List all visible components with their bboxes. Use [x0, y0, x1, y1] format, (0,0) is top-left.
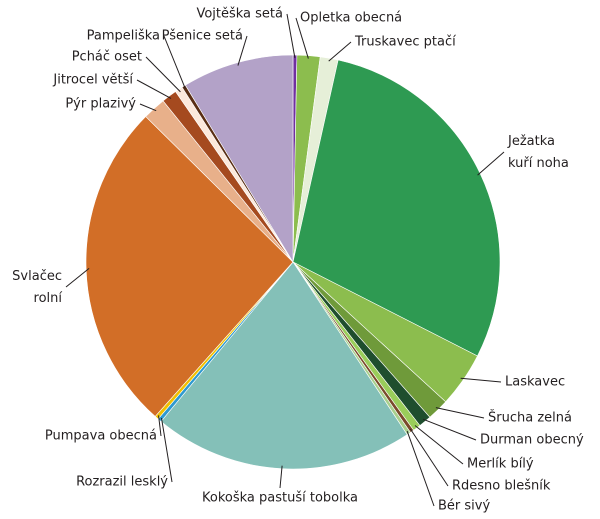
- leader-line: [139, 103, 157, 112]
- slice-label: Truskavec ptačí: [354, 35, 456, 50]
- leader-line: [409, 428, 449, 487]
- pie-slice: [184, 54, 294, 264]
- leader-line: [422, 418, 477, 441]
- leader-line: [145, 56, 181, 93]
- slice-label: Šrucha zelná: [488, 410, 572, 426]
- pie-slice: [85, 116, 294, 417]
- slice-label: Vojtěška setá: [196, 7, 283, 22]
- leader-line: [328, 41, 352, 62]
- slice-label: Ježatka kuří noha: [507, 134, 569, 171]
- leader-line: [460, 377, 502, 383]
- slice-label: Pcháč oset: [72, 50, 142, 65]
- slice-label: Laskavec: [505, 375, 565, 390]
- leader-line: [65, 268, 90, 288]
- leader-line: [477, 151, 505, 176]
- leader-line: [435, 407, 485, 419]
- leader-line: [237, 35, 248, 66]
- slice-label: Jitrocel větší: [52, 73, 133, 88]
- slice-label: Pampeliška: [87, 29, 160, 44]
- slice-label: Pšenice setá: [162, 29, 243, 44]
- slice-label: Bér sivý: [438, 499, 490, 514]
- leader-line: [295, 17, 309, 59]
- leader-line: [160, 417, 173, 483]
- slice-label: Svlačec rolní: [12, 269, 62, 306]
- leader-line: [163, 35, 186, 89]
- slice-label: Kokoška pastuší tobolka: [202, 491, 358, 506]
- leader-line: [286, 13, 296, 59]
- slice-label: Pumpava obecná: [45, 429, 157, 444]
- slice-label: Rozrazil lesklý: [76, 475, 168, 490]
- slice-label: Durman obecný: [480, 433, 584, 448]
- slice-label: Merlík bílý: [467, 457, 534, 472]
- leader-line: [136, 79, 172, 99]
- slice-label: Rdesno blešník: [452, 479, 551, 494]
- leader-line: [406, 430, 435, 507]
- slice-label: Pýr plazivý: [65, 97, 136, 112]
- leader-line: [279, 465, 283, 489]
- slice-label: Opletka obecná: [300, 11, 402, 26]
- leader-line: [158, 415, 162, 437]
- pie-slice: [292, 59, 501, 357]
- leader-line: [414, 425, 464, 465]
